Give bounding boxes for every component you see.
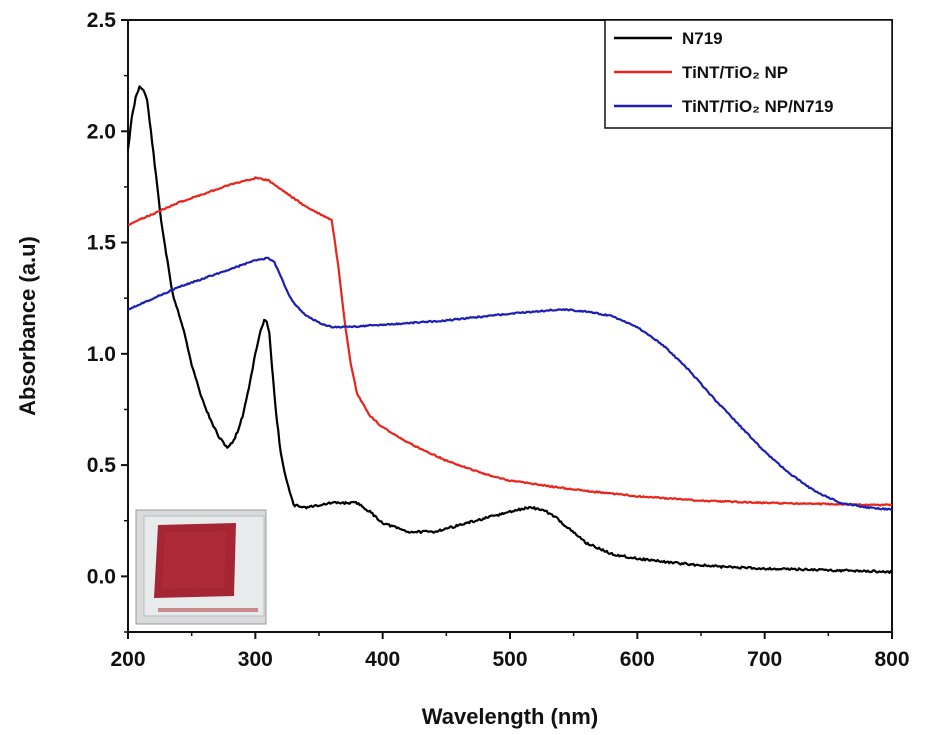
legend-label: TiNT/TiO₂ NP xyxy=(682,63,788,82)
y-tick-label: 0.0 xyxy=(87,565,116,588)
x-axis-title: Wavelength (nm) xyxy=(422,704,598,729)
y-tick-label: 1.0 xyxy=(87,343,116,366)
x-tick-label: 300 xyxy=(238,648,273,671)
series-line-1 xyxy=(126,85,893,574)
y-tick-label: 2.0 xyxy=(87,120,116,143)
y-tick-label: 2.5 xyxy=(87,9,117,32)
x-tick-label: 600 xyxy=(620,648,655,671)
x-tick-label: 500 xyxy=(492,648,527,671)
x-tick-label: 800 xyxy=(874,648,909,671)
series-group xyxy=(126,85,893,574)
y-axis-ticks: 0.0 0.5 1.0 1.5 2.0 2.5 xyxy=(87,9,128,633)
x-tick-label: 400 xyxy=(365,648,400,671)
series-line-2 xyxy=(127,176,893,507)
y-tick-label: 0.5 xyxy=(87,454,117,477)
x-tick-label: 200 xyxy=(110,648,145,671)
series-line-3 xyxy=(127,256,893,511)
y-tick-label: 1.5 xyxy=(87,232,117,255)
x-axis-ticks: 200 300 400 500 600 700 800 xyxy=(110,632,910,671)
x-tick-label: 700 xyxy=(747,648,782,671)
legend-label: N719 xyxy=(682,29,723,48)
inset-sample-photo xyxy=(135,509,267,625)
chart-legend: N719 TiNT/TiO₂ NP TiNT/TiO₂ NP/N719 xyxy=(604,19,893,129)
y-axis-title: Absorbance (a.u) xyxy=(15,236,40,416)
legend-label: TiNT/TiO₂ NP/N719 xyxy=(682,97,833,116)
